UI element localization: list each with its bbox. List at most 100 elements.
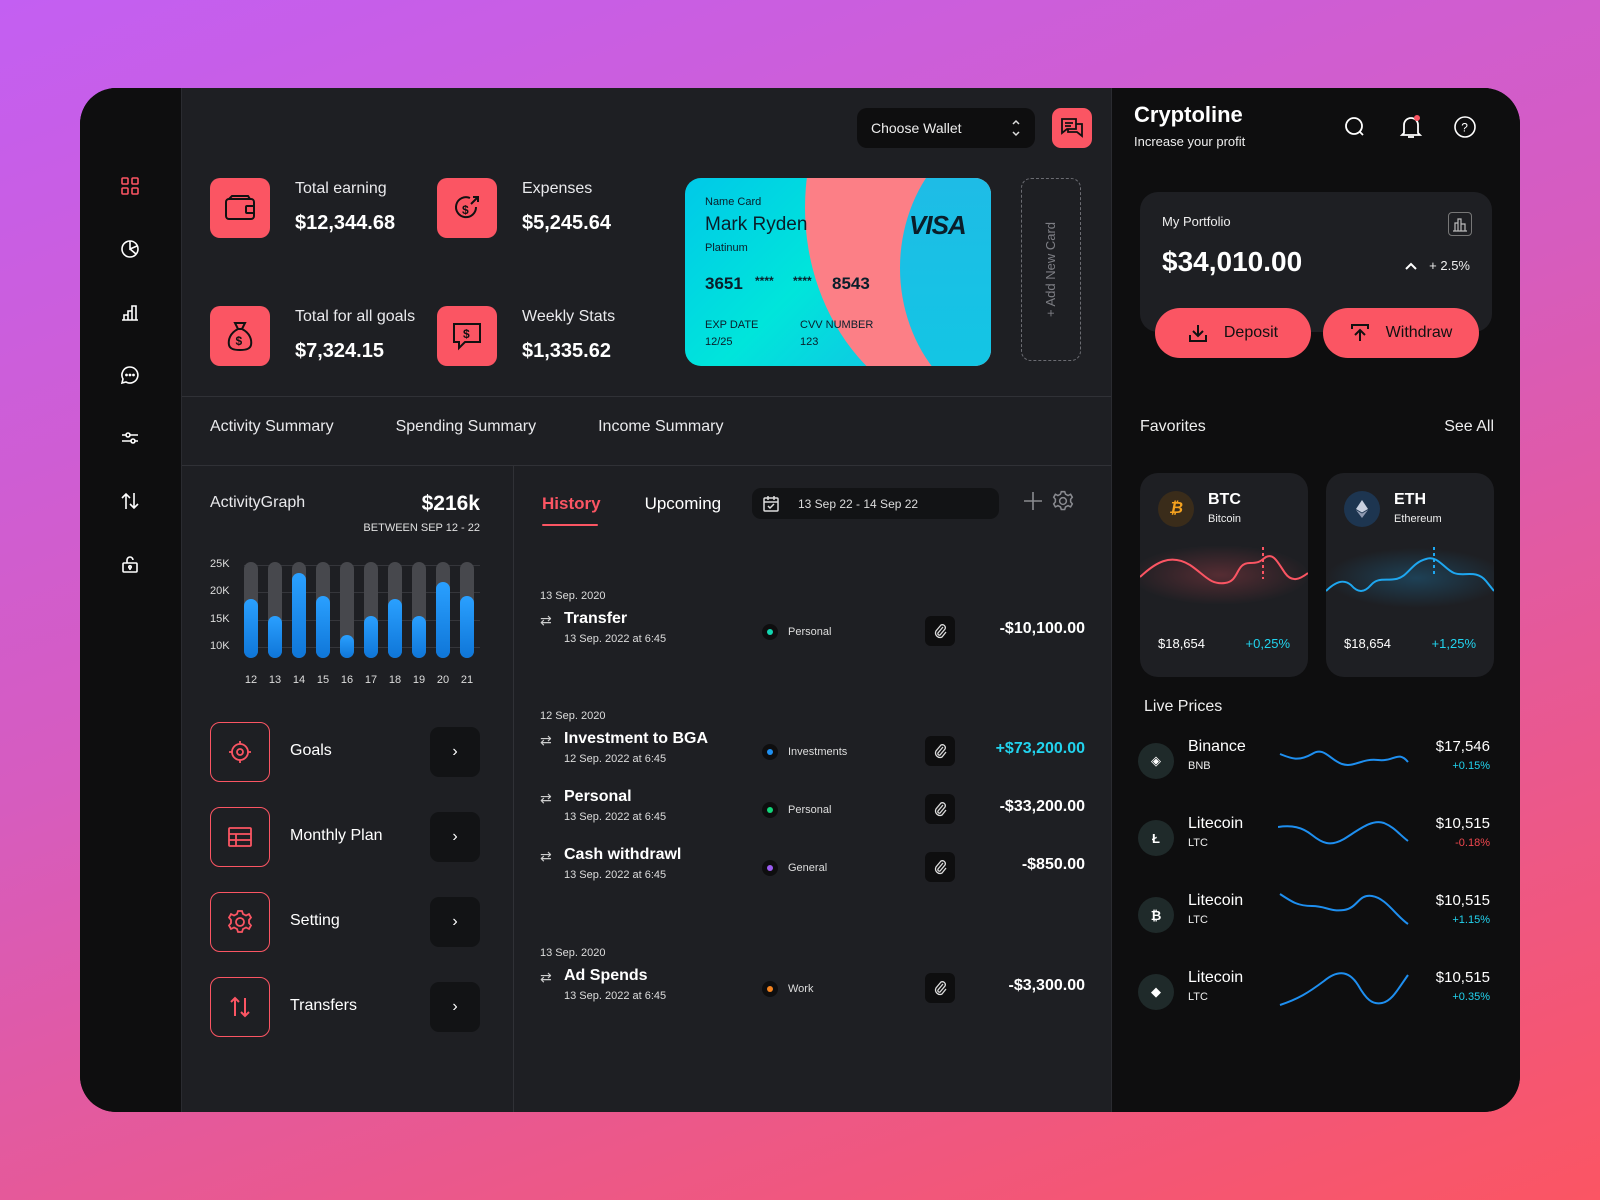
bar[interactable] <box>436 581 450 658</box>
tab-spending-summary[interactable]: Spending Summary <box>395 418 537 435</box>
history-group-date: 13 Sep. 2020 <box>540 590 606 602</box>
chevron-right-icon[interactable]: › <box>430 982 480 1032</box>
bar[interactable] <box>316 595 330 658</box>
card-holder-name: Mark Ryden <box>705 214 808 235</box>
bitcoin-icon: ₿ <box>1158 491 1194 527</box>
favorite-card-btc[interactable]: ₿ BTC Bitcoin $18,654 +0,25% <box>1140 473 1308 677</box>
sliders-icon[interactable] <box>118 426 142 450</box>
coin-price: $17,546 <box>1435 738 1490 755</box>
stat-value: $12,344.68 <box>295 212 396 234</box>
tab-upcoming[interactable]: Upcoming <box>644 494 722 513</box>
date-range-picker[interactable]: 13 Sep 22 - 14 Sep 22 <box>752 488 999 519</box>
tx-category: Personal <box>762 624 831 640</box>
brand-name: Cryptoline <box>1134 102 1243 127</box>
favorite-card-eth[interactable]: ETH Ethereum $18,654 +1,25% <box>1326 473 1494 677</box>
transaction-row[interactable]: ⇄ Investment to BGA 12 Sep. 2022 at 6:45… <box>540 730 1085 770</box>
attachment-icon[interactable] <box>925 794 955 824</box>
coin-symbol: LTC <box>1188 991 1208 1003</box>
bar[interactable] <box>460 595 474 658</box>
chevron-right-icon[interactable]: › <box>430 897 480 947</box>
withdraw-button[interactable]: Withdraw <box>1323 308 1479 358</box>
attachment-icon[interactable] <box>925 616 955 646</box>
category-label: Investments <box>788 746 848 758</box>
credit-card[interactable]: Name Card Mark Ryden Platinum VISA 3651 … <box>685 178 991 366</box>
menu-item-transfers[interactable]: Transfers › <box>210 977 480 1037</box>
see-all-link[interactable]: See All <box>1444 418 1494 435</box>
menu-item-monthly-plan[interactable]: Monthly Plan › <box>210 807 480 867</box>
bar[interactable] <box>268 615 282 658</box>
transaction-row[interactable]: ⇄ Transfer 13 Sep. 2022 at 6:45 Personal… <box>540 610 1085 650</box>
category-dot <box>767 986 773 992</box>
bar[interactable] <box>388 598 402 658</box>
stat-label: Total earning <box>295 180 387 197</box>
tx-amount: -$850.00 <box>1021 856 1085 873</box>
divider <box>182 396 1112 397</box>
stat-label: Expenses <box>522 180 593 197</box>
activity-range: BETWEEN SEP 12 - 22 <box>363 522 480 534</box>
help-icon[interactable]: ? <box>1453 115 1477 144</box>
sparkline <box>1279 750 1409 766</box>
pie-chart-icon[interactable] <box>118 237 142 261</box>
chart-icon[interactable] <box>1448 212 1472 236</box>
tx-amount: -$33,200.00 <box>999 798 1085 815</box>
live-price-row[interactable]: ◆ Litecoin LTC $10,515 +0.35% <box>1138 969 1490 1019</box>
tx-title: Personal <box>564 788 632 805</box>
attachment-icon[interactable] <box>925 973 955 1003</box>
transaction-row[interactable]: ⇄ Cash withdrawl 13 Sep. 2022 at 6:45 Ge… <box>540 846 1085 886</box>
calendar-icon <box>763 495 779 512</box>
add-icon[interactable] <box>1022 490 1044 517</box>
history-group-date: 12 Sep. 2020 <box>540 710 606 722</box>
tab-activity-summary[interactable]: Activity Summary <box>210 418 334 435</box>
fav-change: +0,25% <box>1245 636 1290 651</box>
tab-income-summary[interactable]: Income Summary <box>598 418 724 435</box>
tx-time: 13 Sep. 2022 at 6:45 <box>564 990 667 1002</box>
bar[interactable] <box>364 615 378 658</box>
bell-icon[interactable] <box>1399 114 1423 145</box>
menu-item-goals[interactable]: Goals › <box>210 722 480 782</box>
dollar-growth-icon: $ <box>437 178 497 238</box>
fav-symbol: BTC <box>1208 491 1241 508</box>
category-dot <box>767 749 773 755</box>
category-dot <box>767 865 773 871</box>
attachment-icon[interactable] <box>925 736 955 766</box>
coin-change: +1.15% <box>1452 914 1490 926</box>
x-tick: 19 <box>412 674 426 686</box>
sparkline <box>1279 893 1409 925</box>
transfer-icon[interactable] <box>118 489 142 513</box>
dashboard-icon[interactable] <box>118 174 142 198</box>
tab-history[interactable]: History <box>542 494 601 526</box>
category-label: Personal <box>788 804 832 816</box>
bar[interactable] <box>244 598 258 658</box>
settings-icon[interactable] <box>1052 490 1074 517</box>
live-price-row[interactable]: Ł Litecoin LTC $10,515 -0.18% <box>1138 815 1490 865</box>
unlock-icon[interactable] <box>118 552 142 576</box>
bar[interactable] <box>340 635 354 658</box>
card-tier: Platinum <box>705 242 748 254</box>
chevron-right-icon[interactable]: › <box>430 812 480 862</box>
deposit-button[interactable]: Deposit <box>1155 308 1311 358</box>
transaction-row[interactable]: ⇄ Ad Spends 13 Sep. 2022 at 6:45 Work -$… <box>540 967 1085 1007</box>
cvv-number: 123 <box>800 336 819 348</box>
attachment-icon[interactable] <box>925 852 955 882</box>
bar[interactable] <box>412 615 426 658</box>
swap-icon: ⇄ <box>540 969 552 985</box>
chevron-right-icon[interactable]: › <box>430 727 480 777</box>
activity-bar-chart: 25K 20K 15K 10K 12 13 14 15 16 17 18 19 20 21 <box>210 558 500 698</box>
bar-chart-icon[interactable] <box>118 300 142 324</box>
coin-name: Litecoin <box>1188 969 1244 986</box>
add-new-card-button[interactable]: + Add New Card <box>1021 178 1081 361</box>
message-icon[interactable] <box>118 363 142 387</box>
search-icon[interactable] <box>1343 115 1367 144</box>
menu-item-setting[interactable]: Setting › <box>210 892 480 952</box>
tx-title: Investment to BGA <box>564 730 709 747</box>
live-price-row[interactable]: ₿ Litecoin LTC $10,515 +1.15% <box>1138 892 1490 942</box>
y-tick: 10K <box>210 640 230 652</box>
transaction-row[interactable]: ⇄ Personal 13 Sep. 2022 at 6:45 Personal… <box>540 788 1085 828</box>
chat-button[interactable] <box>1052 108 1092 148</box>
exp-label: EXP DATE <box>705 319 759 331</box>
live-price-row[interactable]: ◈ Binance BNB $17,546 +0.15% <box>1138 738 1490 788</box>
bar[interactable] <box>292 573 306 658</box>
wallet-select[interactable]: Choose Wallet <box>857 108 1035 148</box>
history-panel: History Upcoming 13 Sep 22 - 14 Sep 22 1… <box>182 466 1112 1112</box>
svg-text:$: $ <box>463 327 470 341</box>
